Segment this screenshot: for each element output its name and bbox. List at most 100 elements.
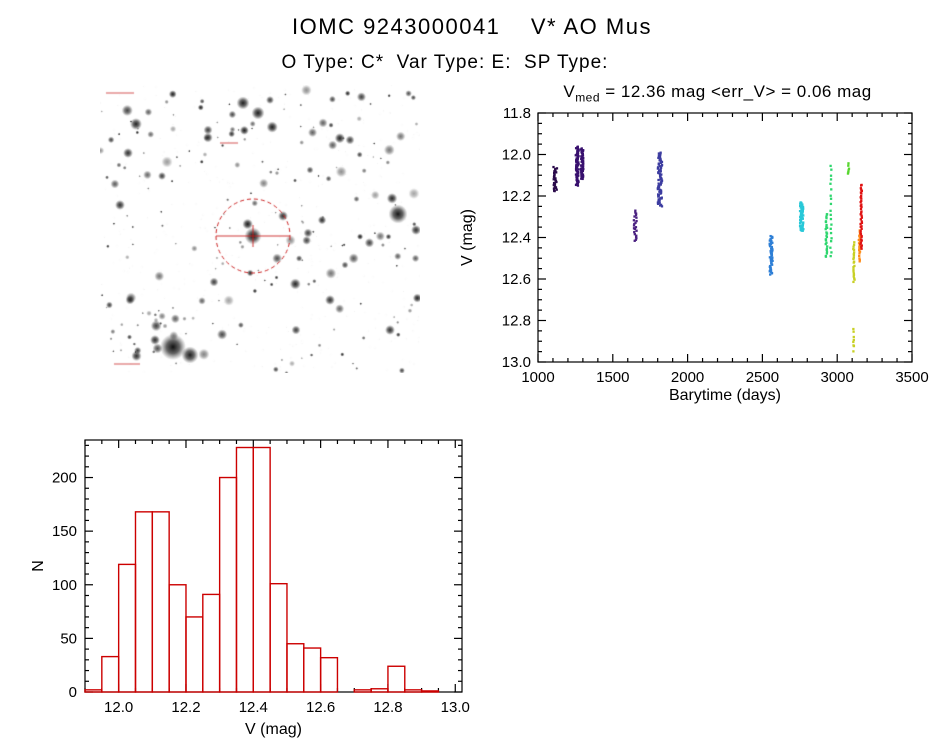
lc-data-point — [768, 239, 771, 242]
lc-data-point — [860, 220, 863, 223]
lc-data-point — [633, 222, 636, 226]
lc-data-point — [581, 175, 585, 179]
lc-data-point — [852, 330, 855, 333]
lc-data-point — [769, 247, 773, 250]
lc-data-point — [853, 264, 856, 268]
lightcurve-title-rest: = 12.36 mag <err_V> = 0.06 mag — [600, 82, 872, 101]
lc-data-point — [580, 160, 583, 163]
lc-y-tick-label: 12.6 — [502, 271, 531, 288]
hist-x-tick-label: 12.0 — [104, 699, 133, 716]
lc-data-point — [553, 182, 557, 185]
lc-data-point — [553, 172, 556, 176]
hist-x-tick-label: 13.0 — [441, 699, 470, 716]
hist-y-tick-label: 50 — [60, 630, 77, 647]
lc-data-point — [801, 229, 804, 232]
lc-data-point — [799, 220, 802, 223]
lc-data-point — [800, 204, 803, 207]
lc-data-point — [825, 235, 829, 239]
lc-data-point — [635, 216, 638, 219]
lc-data-point — [852, 338, 855, 342]
lc-data-point — [580, 164, 583, 167]
lc-data-point — [581, 169, 585, 173]
lc-data-point — [852, 266, 855, 269]
lc-data-point — [860, 235, 863, 239]
lc-data-point — [660, 181, 663, 185]
lc-data-point — [768, 256, 772, 259]
lc-data-point — [555, 171, 558, 174]
lc-data-point — [657, 171, 660, 175]
hist-bar — [202, 593, 221, 693]
hist-bar — [319, 656, 339, 693]
lc-data-point — [859, 241, 863, 244]
lc-data-point — [555, 188, 558, 191]
hist-bar — [370, 688, 389, 693]
hist-bar — [303, 647, 322, 693]
lc-data-point — [657, 154, 661, 157]
lc-data-point — [579, 167, 583, 170]
lc-data-point — [852, 272, 855, 275]
lc-data-point — [656, 187, 660, 191]
lc-data-point — [858, 249, 861, 252]
lc-data-point — [852, 327, 855, 331]
lc-data-point — [829, 217, 833, 221]
hist-bar — [218, 476, 238, 693]
lc-x-tick-label: 2000 — [671, 369, 704, 386]
hist-bar — [353, 689, 372, 693]
lc-data-point — [659, 170, 662, 173]
lc-data-point — [825, 234, 828, 237]
lc-data-point — [656, 202, 660, 205]
lc-data-point — [858, 234, 861, 237]
hist-y-tick-label: 0 — [69, 684, 77, 701]
hist-y-tick-label: 200 — [52, 470, 77, 487]
lc-data-point — [858, 245, 861, 248]
lc-data-point — [852, 257, 855, 261]
lc-data-point — [830, 251, 833, 254]
lc-data-point — [852, 335, 855, 339]
lc-data-point — [829, 254, 832, 258]
hist-xaxis-label: V (mag) — [245, 721, 302, 738]
lc-data-point — [799, 216, 802, 219]
lc-data-point — [801, 217, 804, 220]
hist-x-tick-label: 12.6 — [306, 699, 335, 716]
lc-data-point — [799, 227, 802, 230]
lc-data-point — [635, 229, 638, 232]
lc-data-point — [857, 238, 860, 242]
lc-data-point — [829, 194, 832, 197]
lc-data-point — [858, 260, 861, 263]
lc-data-point — [579, 148, 583, 151]
lc-data-point — [800, 207, 803, 210]
lc-data-point — [771, 241, 774, 244]
lc-data-point — [658, 200, 661, 203]
lc-data-point — [860, 227, 863, 230]
hist-bar — [84, 689, 103, 693]
lc-data-point — [825, 248, 828, 252]
lc-data-point — [771, 256, 774, 259]
lc-data-point — [852, 344, 856, 348]
lc-data-point — [577, 168, 580, 171]
lc-data-point — [582, 156, 585, 160]
lc-data-point — [858, 257, 861, 260]
lc-data-point — [659, 183, 662, 186]
lc-data-point — [770, 236, 773, 240]
lc-data-point — [574, 173, 578, 176]
lc-data-point — [825, 241, 828, 244]
lc-data-point — [580, 174, 583, 177]
lc-data-point — [575, 170, 579, 173]
lc-data-point — [802, 214, 805, 217]
lc-data-point — [860, 216, 864, 219]
lc-data-point — [852, 270, 855, 273]
lc-data-point — [657, 182, 660, 185]
lc-data-point — [826, 245, 829, 248]
lc-data-point — [576, 153, 580, 156]
lc-x-tick-label: 2500 — [746, 369, 779, 386]
lc-data-point — [860, 184, 863, 187]
lc-data-point — [656, 201, 660, 204]
lc-data-point — [847, 167, 851, 170]
hist-bar — [117, 563, 137, 693]
lc-data-point — [852, 273, 856, 276]
lightcurve-title-v: V — [563, 82, 576, 101]
lc-data-point — [659, 160, 662, 163]
lc-data-point — [859, 207, 863, 211]
lc-data-point — [574, 147, 578, 150]
lc-data-point — [830, 188, 833, 191]
